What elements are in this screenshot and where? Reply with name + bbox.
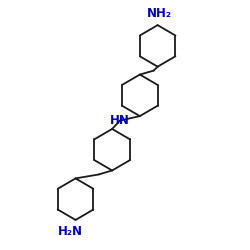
Text: H₂N: H₂N	[58, 225, 83, 238]
Text: HN: HN	[110, 114, 130, 127]
Text: NH₂: NH₂	[147, 7, 172, 20]
